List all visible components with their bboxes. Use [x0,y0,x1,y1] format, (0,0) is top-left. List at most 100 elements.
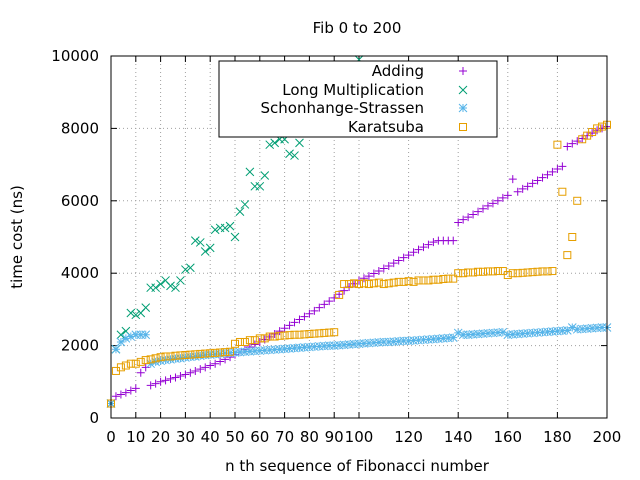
data-point [265,332,274,341]
data-point [176,353,185,363]
data-point [141,356,150,365]
data-point [438,334,448,343]
tick-layer: 0 10 20 30 40 50 60 70 80 90 100 120 140 160 180 200020… [51,47,621,446]
data-point [195,351,205,361]
data-point [493,267,502,276]
data-point [255,346,265,356]
data-point [488,328,498,338]
data-point [260,345,270,355]
data-point [503,271,512,280]
x-tick-label: 30 [176,428,195,446]
data-point [449,236,458,245]
data-point [424,240,433,249]
data-point [166,374,175,383]
data-point [270,138,280,148]
data-point [419,276,428,285]
data-point [270,332,279,341]
data-point [220,223,230,233]
data-point [116,330,126,340]
data-point [334,340,344,350]
data-point [250,336,259,345]
data-point [483,201,492,210]
data-point [290,343,299,353]
data-point [349,339,359,349]
plot-frame [110,55,608,419]
data-point [454,218,463,227]
data-point [181,353,190,362]
data-layer [106,55,612,408]
data-point [285,149,294,159]
y-tick-label: 8000 [61,119,99,137]
data-point [473,329,483,339]
data-point [126,359,135,368]
data-point [310,306,319,315]
data-point [329,341,339,350]
data-point [231,339,239,348]
data-point [230,348,240,357]
data-point [315,303,324,312]
data-point [562,326,572,335]
data-point [409,248,418,257]
data-point [201,363,210,372]
data-point [567,323,577,332]
data-point [448,333,458,342]
data-point [384,279,393,288]
data-point [498,327,508,337]
data-point [141,363,150,372]
y-tick-label: 10000 [51,47,99,65]
data-point [548,167,557,176]
data-point [330,328,339,337]
data-point [474,207,483,216]
data-point [508,269,517,278]
data-point [235,337,244,346]
data-point [310,329,319,338]
data-point [463,330,473,340]
data-point [503,191,512,200]
data-point [295,138,304,148]
data-point [424,276,433,285]
data-point [131,359,140,368]
data-point [538,327,547,337]
data-point [518,268,527,277]
data-point [488,199,497,208]
data-point [538,173,547,182]
data-point [126,332,136,341]
data-point [558,162,567,171]
data-point [389,337,399,346]
data-point [389,259,398,268]
y-tick-label: 0 [89,409,99,427]
data-point [429,238,438,247]
data-point [488,267,497,276]
data-point [196,365,205,374]
data-point [121,334,131,343]
legend-marker [458,103,468,113]
data-point [315,329,324,338]
data-point [354,339,364,349]
data-point [265,345,275,355]
data-point [300,330,309,339]
data-point [399,253,408,262]
data-point [235,207,245,217]
data-point [290,330,299,339]
data-point [374,267,383,276]
data-point [116,337,126,347]
data-point [439,274,448,283]
data-point [245,336,254,345]
legend-label-karatsuba: Karatsuba [348,118,424,136]
data-point [300,312,309,321]
data-point [270,330,279,339]
data-point [464,268,473,277]
data-point [275,331,284,340]
data-point [280,331,289,340]
data-point [394,336,404,346]
data-point [151,283,160,293]
data-point [210,225,220,235]
x-tick-label: 20 [151,428,170,446]
data-point [479,204,487,213]
data-point [176,351,185,360]
data-point [136,357,145,366]
data-point [553,164,562,173]
data-point [200,350,210,360]
data-point [225,348,235,358]
